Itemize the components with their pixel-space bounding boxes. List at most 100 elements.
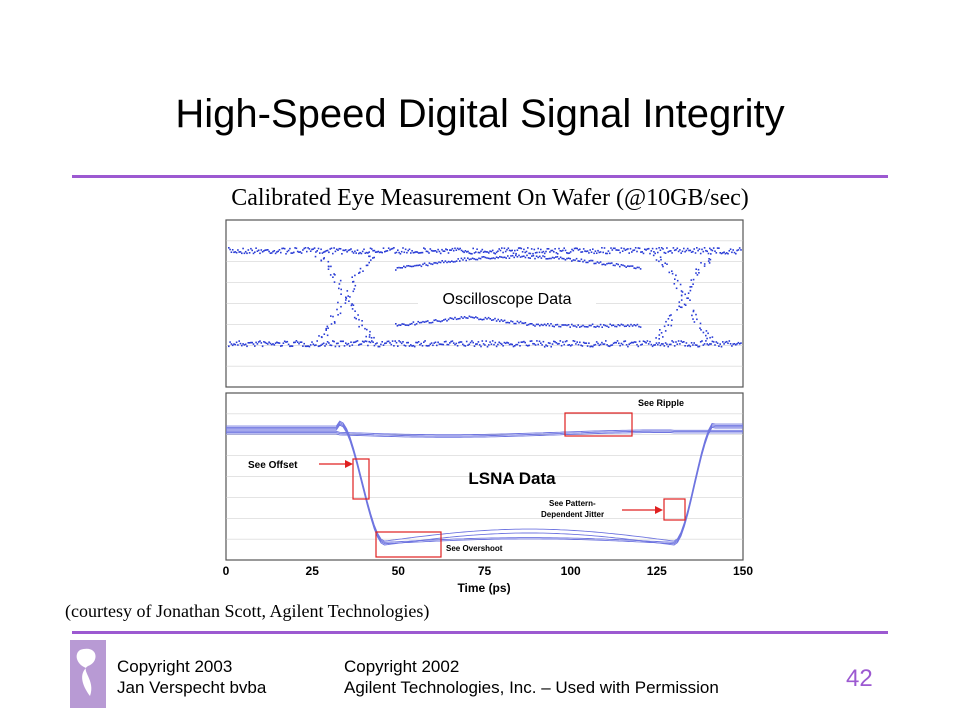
osc-point [244, 343, 247, 346]
lsna-trace [226, 430, 743, 437]
osc-point [709, 336, 711, 339]
osc-point [503, 247, 506, 250]
osc-point [228, 345, 230, 348]
osc-point [451, 317, 453, 320]
osc-point [489, 250, 491, 252]
osc-point [243, 252, 246, 255]
osc-point [364, 327, 366, 330]
osc-point [355, 252, 357, 254]
osc-point [286, 340, 289, 343]
osc-point [352, 280, 355, 283]
osc-point [299, 251, 302, 253]
osc-point [641, 251, 643, 253]
osc-point [591, 323, 594, 326]
osc-point [497, 250, 499, 252]
osc-point [551, 256, 554, 259]
osc-point [320, 248, 322, 251]
osc-point [389, 342, 391, 344]
osc-point [527, 257, 530, 259]
osc-point [345, 299, 347, 301]
osc-point [689, 345, 692, 348]
osc-point [395, 341, 398, 344]
osc-point [727, 342, 729, 345]
osc-point [687, 297, 689, 299]
ripple-annotation: See Ripple [638, 398, 684, 408]
offset-box [352, 458, 370, 500]
osc-point [321, 252, 324, 254]
osc-point [664, 252, 667, 254]
osc-point [371, 340, 373, 342]
osc-point [428, 252, 430, 254]
osc-point [581, 345, 584, 347]
x-tick-label: 75 [478, 564, 492, 578]
osc-point [387, 247, 390, 249]
osc-point [429, 343, 432, 345]
osc-point [592, 248, 594, 250]
osc-point [586, 345, 589, 347]
osc-point [428, 344, 430, 347]
osc-point [412, 344, 415, 347]
osc-point [684, 304, 687, 306]
osc-point [513, 256, 515, 259]
osc-point [528, 344, 530, 347]
osc-point [646, 340, 649, 342]
x-tick-label: 100 [561, 564, 581, 578]
osc-point [630, 323, 632, 326]
osc-point [630, 265, 632, 267]
osc-point [348, 300, 350, 302]
osc-point [590, 324, 592, 327]
osc-point [339, 312, 342, 315]
osc-point [670, 250, 672, 252]
osc-point [454, 260, 456, 263]
osc-point [542, 255, 544, 257]
osc-point [550, 257, 552, 260]
osc-point [338, 247, 341, 250]
osc-point [443, 319, 445, 321]
osc-point [561, 324, 563, 326]
osc-point [497, 257, 499, 259]
osc-point [724, 341, 727, 344]
osc-point [598, 251, 601, 254]
osc-point [683, 341, 685, 343]
osc-point [731, 251, 733, 254]
osc-point [507, 321, 509, 324]
osc-point [475, 258, 477, 261]
osc-point [631, 325, 634, 327]
osc-point [469, 252, 472, 255]
osc-point [660, 332, 663, 334]
lsna-trace [226, 429, 743, 436]
osc-point [436, 320, 439, 322]
osc-point [417, 264, 419, 267]
osc-point [336, 308, 338, 311]
osc-point [478, 344, 481, 346]
osc-point [390, 343, 393, 346]
osc-point [328, 265, 330, 268]
osc-point [653, 251, 655, 253]
osc-point [451, 340, 454, 342]
osc-point [659, 256, 662, 258]
osc-point [272, 250, 274, 253]
osc-point [559, 325, 562, 328]
osc-point [603, 247, 606, 249]
osc-point [260, 249, 263, 251]
osc-point [330, 323, 333, 325]
osc-point [534, 257, 536, 260]
osc-point [527, 345, 529, 347]
osc-point [566, 257, 568, 260]
osc-point [582, 248, 585, 250]
osc-point [403, 344, 406, 347]
osc-point [624, 249, 627, 251]
osc-point [668, 314, 671, 317]
osc-point [535, 255, 538, 257]
osc-point [250, 247, 252, 250]
osc-point [265, 249, 268, 251]
osc-point [409, 323, 411, 325]
osc-point [419, 321, 421, 324]
osc-point [278, 342, 281, 344]
osc-point [235, 341, 238, 344]
osc-point [659, 329, 661, 331]
osc-point [411, 322, 413, 325]
osc-point [623, 265, 626, 267]
osc-point [497, 343, 499, 346]
osc-point [446, 261, 448, 264]
